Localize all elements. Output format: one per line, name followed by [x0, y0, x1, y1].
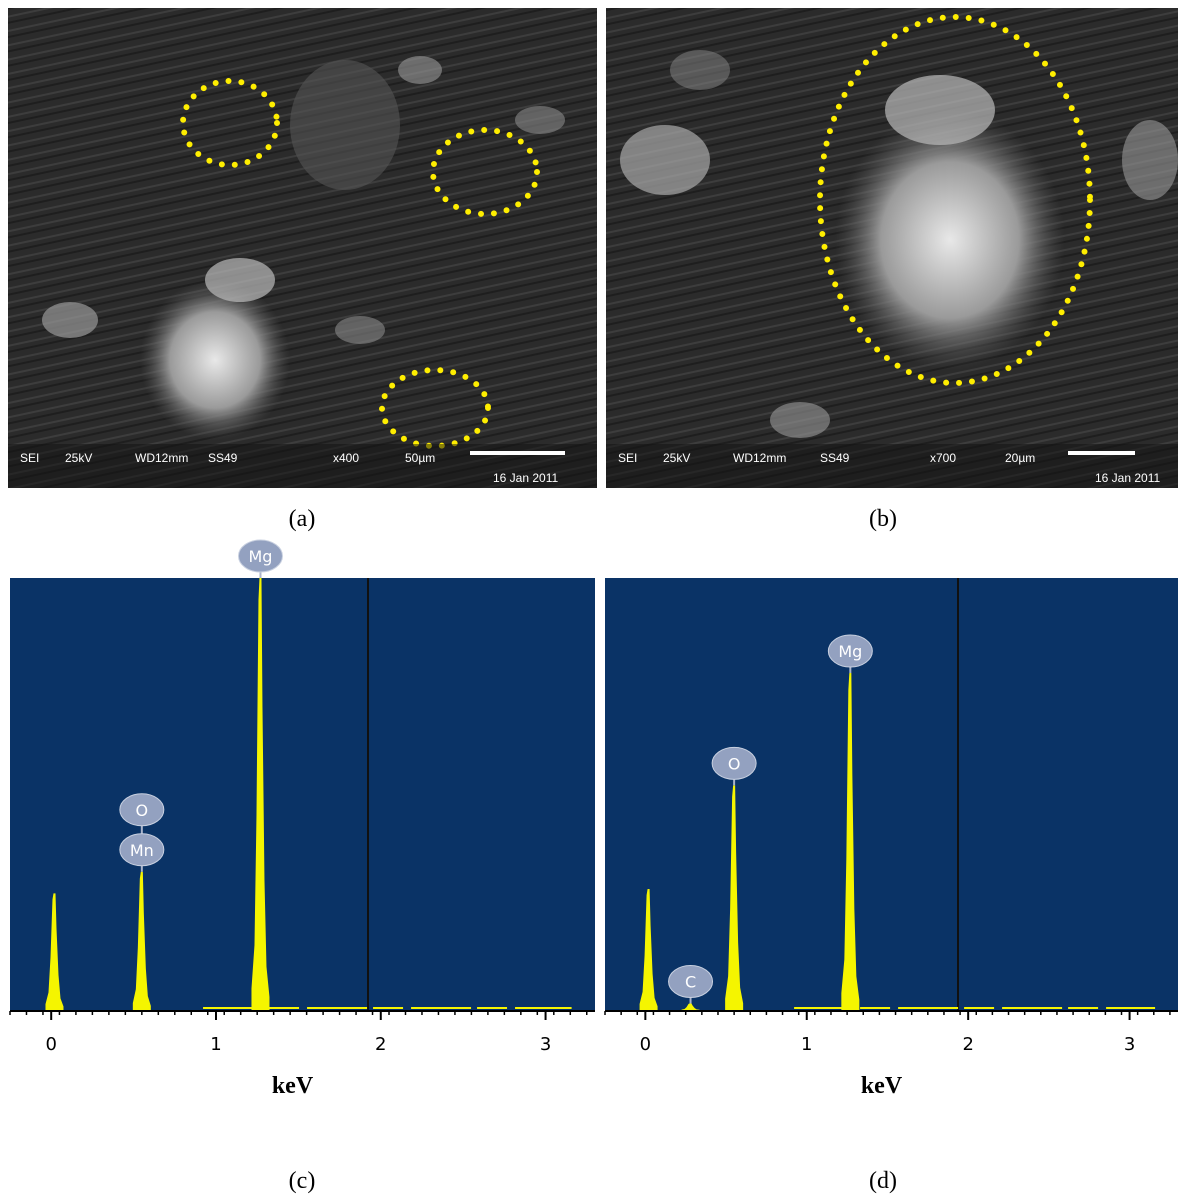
info-text: 16 Jan 2011 — [1095, 471, 1160, 485]
sem-image-a — [8, 8, 597, 488]
caption: (d) — [869, 1168, 897, 1194]
peak-label: Mg — [838, 642, 862, 661]
spectrum-bg-d — [605, 578, 1178, 1010]
peak-label: Mn — [130, 841, 154, 860]
peak-label: O — [136, 801, 149, 820]
info-text: x400 — [333, 451, 359, 465]
peak-label: C — [685, 973, 696, 992]
sem-image-b — [606, 8, 1178, 488]
info-text: WD12mm — [733, 451, 786, 465]
info-text: SS49 — [820, 451, 850, 465]
caption: (a) — [289, 506, 316, 532]
info-text: WD12mm — [135, 451, 188, 465]
x-axis-label: keV — [272, 1073, 314, 1099]
info-text: 25kV — [663, 451, 690, 465]
info-text: 50µm — [405, 451, 435, 465]
peak-label: O — [728, 754, 741, 773]
x-axis-label: keV — [861, 1073, 903, 1099]
x-tick-label: 3 — [1124, 1034, 1135, 1055]
x-tick-label: 0 — [45, 1034, 56, 1055]
caption: (b) — [869, 506, 897, 532]
caption: (c) — [289, 1168, 316, 1194]
spectrum-bg-c — [10, 578, 595, 1010]
info-text: SEI — [20, 451, 39, 465]
x-tick-label: 2 — [962, 1034, 973, 1055]
x-tick-label: 1 — [801, 1034, 812, 1055]
x-tick-label: 3 — [540, 1034, 551, 1055]
info-text: 20µm — [1005, 451, 1035, 465]
info-text: x700 — [930, 451, 956, 465]
info-text: SEI — [618, 451, 637, 465]
figure: SEI 25kV WD12mm SS49 x400 50µm 16 Jan 2011 (a) S… — [0, 0, 1183, 1200]
peak-label: Mg — [248, 547, 272, 566]
x-tick-label: 0 — [640, 1034, 651, 1055]
info-text: 25kV — [65, 451, 92, 465]
x-tick-label: 1 — [210, 1034, 221, 1055]
info-text: 16 Jan 2011 — [493, 471, 558, 485]
info-text: SS49 — [208, 451, 238, 465]
x-tick-label: 2 — [375, 1034, 386, 1055]
